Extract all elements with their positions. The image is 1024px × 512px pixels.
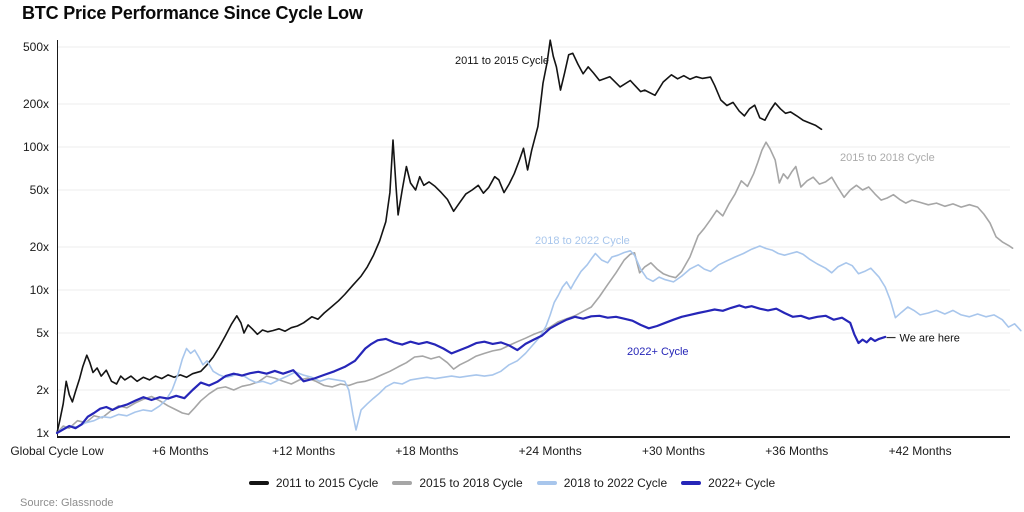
y-tick-label: 50x <box>30 183 49 197</box>
x-tick-label: +30 Months <box>642 444 705 458</box>
legend-swatch <box>536 481 557 485</box>
legend-swatch <box>248 481 269 485</box>
series-line <box>55 304 887 435</box>
series-line <box>56 39 823 434</box>
y-tick-label: 10x <box>30 283 49 297</box>
source-attribution: Source: Glassnode <box>20 497 114 509</box>
annotation-label: We are here <box>900 333 960 345</box>
legend-swatch <box>681 481 702 485</box>
legend-swatch <box>392 481 413 485</box>
legend-item-1: 2015 to 2018 Cycle <box>392 476 523 490</box>
y-tick-label: 100x <box>23 140 49 154</box>
y-tick-label: 200x <box>23 97 49 111</box>
x-tick-label: Global Cycle Low <box>10 444 104 458</box>
y-tick-label: 5x <box>36 326 49 340</box>
x-tick-label: +12 Months <box>272 444 335 458</box>
chart-legend: 2011 to 2015 Cycle 2015 to 2018 Cycle 2018… <box>0 476 1024 490</box>
legend-item-3: 2022+ Cycle <box>681 476 775 490</box>
chart-canvas: 1x 2x 5x 10x 20x 50x 100x 200x 500x Global Cycle … <box>10 39 1022 458</box>
y-tick-label: 1x <box>36 426 49 440</box>
x-tick-label: +36 Months <box>765 444 828 458</box>
x-tick-label: +24 Months <box>519 444 582 458</box>
y-tick-label: 20x <box>30 240 49 254</box>
legend-label: 2022+ Cycle <box>708 476 776 490</box>
series-line <box>56 245 1022 434</box>
series-line <box>56 141 1014 434</box>
x-tick-label: +42 Months <box>889 444 952 458</box>
legend-item-2: 2018 to 2022 Cycle <box>536 476 668 490</box>
legend-label: 2011 to 2015 Cycle <box>275 476 379 490</box>
y-tick-label: 2x <box>36 383 49 397</box>
page-title: BTC Price Performance Since Cycle Low <box>22 3 363 23</box>
annotation-label: 2022+ Cycle <box>627 346 688 358</box>
annotation-label: 2011 to 2015 Cycle <box>455 55 549 67</box>
y-tick-label: 500x <box>23 40 49 54</box>
x-tick-label: +18 Months <box>395 444 458 458</box>
legend-item-0: 2011 to 2015 Cycle <box>248 476 379 490</box>
legend-label: 2018 to 2022 Cycle <box>563 476 668 490</box>
legend-label: 2015 to 2018 Cycle <box>419 476 523 490</box>
annotation-label: 2018 to 2022 Cycle <box>535 235 630 247</box>
x-tick-label: +6 Months <box>152 444 208 458</box>
annotation-label: 2015 to 2018 Cycle <box>840 152 935 164</box>
